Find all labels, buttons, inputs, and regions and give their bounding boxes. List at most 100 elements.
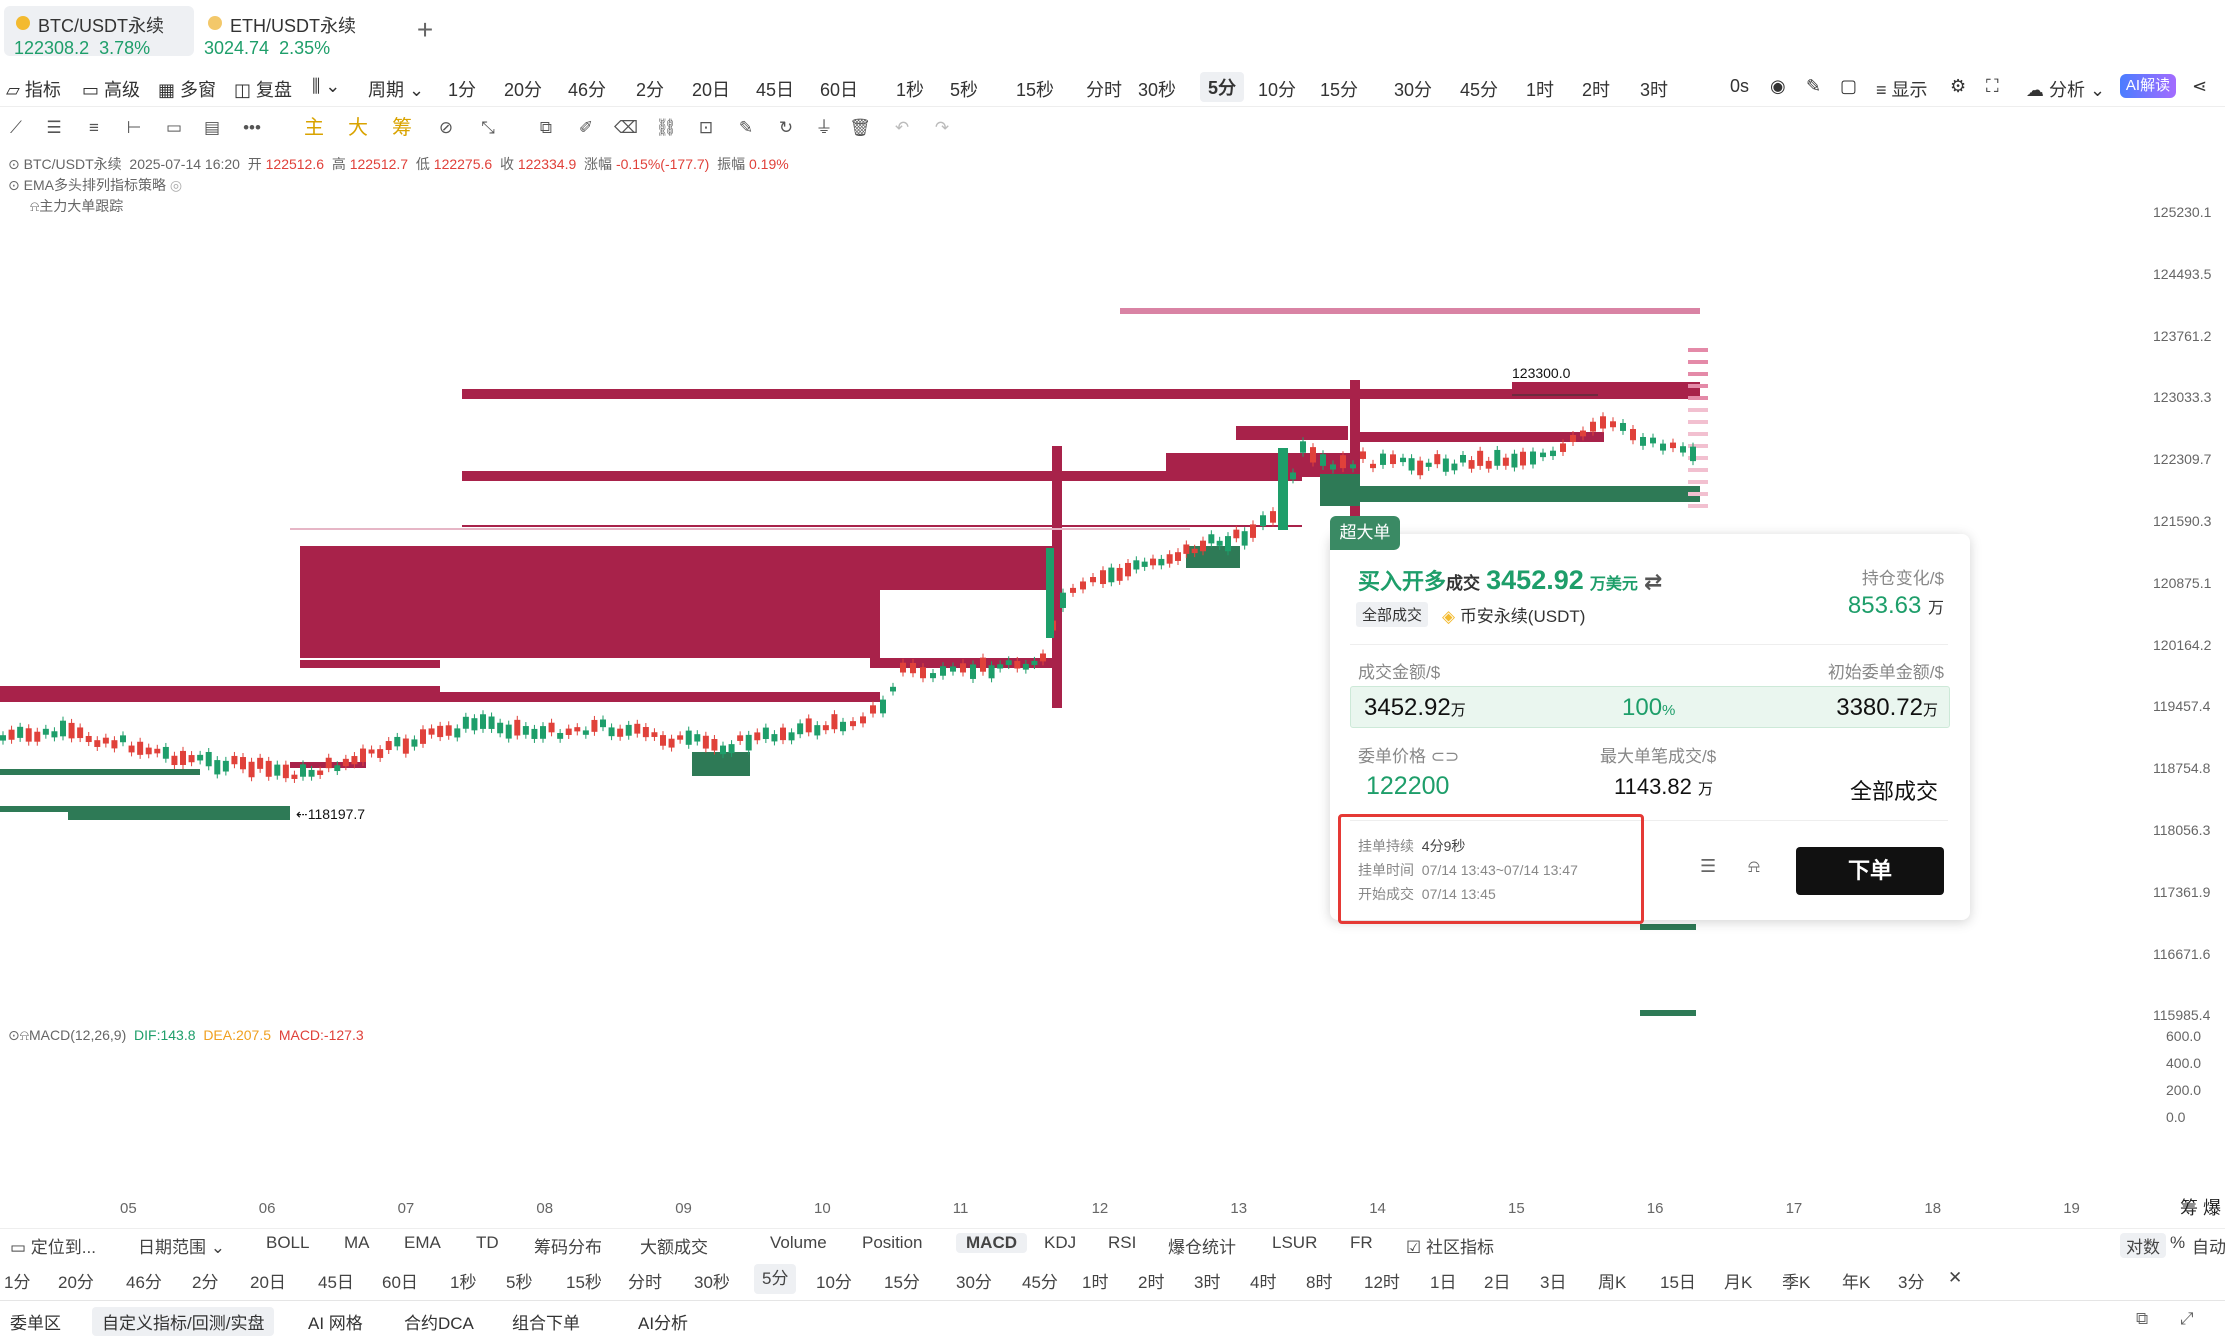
period-46分[interactable]: 46分	[568, 80, 607, 100]
period-4时[interactable]: 4时	[1250, 1273, 1277, 1292]
replay-button[interactable]: ◫ 复盘	[234, 80, 293, 100]
log-scale-toggle[interactable]: 对数	[2120, 1233, 2166, 1258]
fib-tool-icon[interactable]: ▤	[203, 118, 221, 137]
analysis-button[interactable]: ☁ 分析 ⌄	[2026, 80, 2106, 100]
indicator-KDJ[interactable]: KDJ	[1044, 1233, 1077, 1252]
main-force-toggle[interactable]: 主	[304, 117, 324, 139]
brush-icon[interactable]: ✐	[578, 118, 594, 137]
multi-window-button[interactable]: ▦ 多窗	[158, 80, 217, 100]
parallel-tool-icon[interactable]: ☰	[46, 118, 62, 137]
list-icon[interactable]: ☰	[1700, 856, 1717, 876]
period-2分[interactable]: 2分	[192, 1273, 219, 1292]
indicator-TD[interactable]: TD	[476, 1233, 499, 1252]
period-dropdown[interactable]: 周期 ⌄	[368, 80, 425, 100]
note-icon[interactable]: ✎	[738, 118, 754, 137]
footer-tab-自定义指标/回测/实盘[interactable]: 自定义指标/回测/实盘	[92, 1307, 275, 1336]
period-3时[interactable]: 3时	[1194, 1273, 1221, 1292]
date-range-dropdown[interactable]: 日期范围 ⌄	[138, 1238, 225, 1257]
indicator-FR[interactable]: FR	[1350, 1233, 1373, 1252]
period-12时[interactable]: 12时	[1364, 1273, 1400, 1292]
close-icon[interactable]: ✕	[1948, 1268, 1963, 1287]
fullscreen-icon[interactable]: ⛶	[1986, 76, 1999, 96]
eraser-icon[interactable]: ⌫	[614, 118, 639, 137]
footer-tab-委单区[interactable]: 委单区	[10, 1314, 61, 1333]
chip-liq-toggle[interactable]: 筹 爆	[2180, 1198, 2222, 1218]
line-tool-icon[interactable]: ⟋	[10, 118, 22, 137]
ray-tool-icon[interactable]: ⊢	[126, 118, 142, 137]
indicator-Position[interactable]: Position	[862, 1233, 923, 1252]
period-45分[interactable]: 45分	[1022, 1273, 1058, 1292]
indicator-LSUR[interactable]: LSUR	[1272, 1233, 1318, 1252]
ai-read-button[interactable]: AI解读	[2120, 74, 2176, 98]
share-icon[interactable]: ⋖	[2192, 76, 2208, 96]
period-2时[interactable]: 2时	[1138, 1273, 1165, 1292]
period-20分[interactable]: 20分	[58, 1273, 94, 1292]
period-30分[interactable]: 30分	[956, 1273, 992, 1292]
indicator-爆仓统计[interactable]: 爆仓统计	[1168, 1238, 1236, 1257]
zero-s-button[interactable]: 0s	[1730, 76, 1750, 96]
period-5分[interactable]: 5分	[754, 1264, 797, 1294]
price-chart[interactable]	[0, 148, 2225, 1028]
indicator-筹码分布[interactable]: 筹码分布	[534, 1238, 602, 1257]
copy-icon[interactable]: ⧉	[539, 118, 553, 137]
advanced-button[interactable]: ▭ 高级	[82, 80, 141, 100]
percent-toggle[interactable]: %	[2170, 1233, 2186, 1252]
redo-icon[interactable]: ↷	[934, 118, 950, 137]
period-46分[interactable]: 46分	[126, 1273, 162, 1292]
period-20分[interactable]: 20分	[504, 80, 543, 100]
period-5分[interactable]: 5分	[1200, 72, 1245, 102]
lock-icon[interactable]: ⊡	[698, 118, 714, 137]
window-icon[interactable]: ▢	[1840, 76, 1858, 96]
indicator-Volume[interactable]: Volume	[770, 1233, 827, 1252]
footer-tab-AI 网格[interactable]: AI 网格	[308, 1314, 363, 1333]
period-季K[interactable]: 季K	[1782, 1273, 1811, 1292]
indicator-大额成交[interactable]: 大额成交	[640, 1238, 708, 1257]
period-5秒[interactable]: 5秒	[506, 1273, 533, 1292]
period-分时[interactable]: 分时	[628, 1273, 662, 1292]
period-年K[interactable]: 年K	[1842, 1273, 1871, 1292]
trash-icon[interactable]: 🗑	[849, 118, 871, 137]
period-20日[interactable]: 20日	[250, 1273, 286, 1292]
period-1分[interactable]: 1分	[4, 1273, 31, 1292]
period-3日[interactable]: 3日	[1540, 1273, 1567, 1292]
period-1时[interactable]: 1时	[1526, 80, 1555, 100]
indicator-BOLL[interactable]: BOLL	[266, 1233, 310, 1252]
expand-icon[interactable]: ⤢	[2180, 1309, 2194, 1328]
period-1时[interactable]: 1时	[1082, 1273, 1109, 1292]
period-10分[interactable]: 10分	[1258, 80, 1297, 100]
footer-tab-AI分析[interactable]: AI分析	[638, 1314, 689, 1333]
period-10分[interactable]: 10分	[816, 1273, 852, 1292]
tab-eth[interactable]: ETH/USDT永续 3024.74 2.35%	[196, 6, 386, 58]
period-45日[interactable]: 45日	[756, 80, 795, 100]
magnet-icon[interactable]: ⊘	[438, 118, 454, 137]
indicator-EMA[interactable]: EMA	[404, 1233, 441, 1252]
macd-label[interactable]: ⊙⍾MACD(12,26,9) DIF:143.8 DEA:207.5 MACD…	[8, 1027, 364, 1043]
period-15日[interactable]: 15日	[1660, 1273, 1696, 1292]
chart-type-button[interactable]: ⫼ ⌄	[312, 76, 341, 96]
footer-tab-组合下单[interactable]: 组合下单	[512, 1314, 580, 1333]
period-60日[interactable]: 60日	[382, 1273, 418, 1292]
period-30秒[interactable]: 30秒	[694, 1273, 730, 1292]
more-tools-icon[interactable]: •••	[243, 118, 261, 137]
period-15秒[interactable]: 15秒	[566, 1273, 602, 1292]
tab-btc[interactable]: BTC/USDT永续 122308.2 3.78%	[4, 6, 194, 58]
period-周K[interactable]: 周K	[1598, 1273, 1627, 1292]
indicator-RSI[interactable]: RSI	[1108, 1233, 1137, 1252]
period-15分[interactable]: 15分	[884, 1273, 920, 1292]
period-3时[interactable]: 3时	[1640, 80, 1669, 100]
settings-icon[interactable]: ⚙	[1950, 76, 1967, 96]
hline-tool-icon[interactable]: ≡	[89, 118, 99, 137]
measure-icon[interactable]: ⤡	[481, 118, 495, 137]
period-1日[interactable]: 1日	[1430, 1273, 1457, 1292]
period-1秒[interactable]: 1秒	[896, 80, 925, 100]
indicator-MACD[interactable]: MACD	[956, 1233, 1027, 1253]
strategy-label[interactable]: ⊙ EMA多头排列指标策略 ◎	[8, 177, 183, 193]
tracking-label[interactable]: ⍾主力大单跟踪	[30, 198, 124, 214]
period-2日[interactable]: 2日	[1484, 1273, 1511, 1292]
period-8时[interactable]: 8时	[1306, 1273, 1333, 1292]
undo-icon[interactable]: ↶	[894, 118, 910, 137]
chip-toggle[interactable]: 筹	[392, 117, 412, 139]
period-20日[interactable]: 20日	[692, 80, 731, 100]
pen-icon[interactable]: ✎	[1806, 76, 1822, 96]
footer-tab-合约DCA[interactable]: 合约DCA	[404, 1314, 474, 1333]
